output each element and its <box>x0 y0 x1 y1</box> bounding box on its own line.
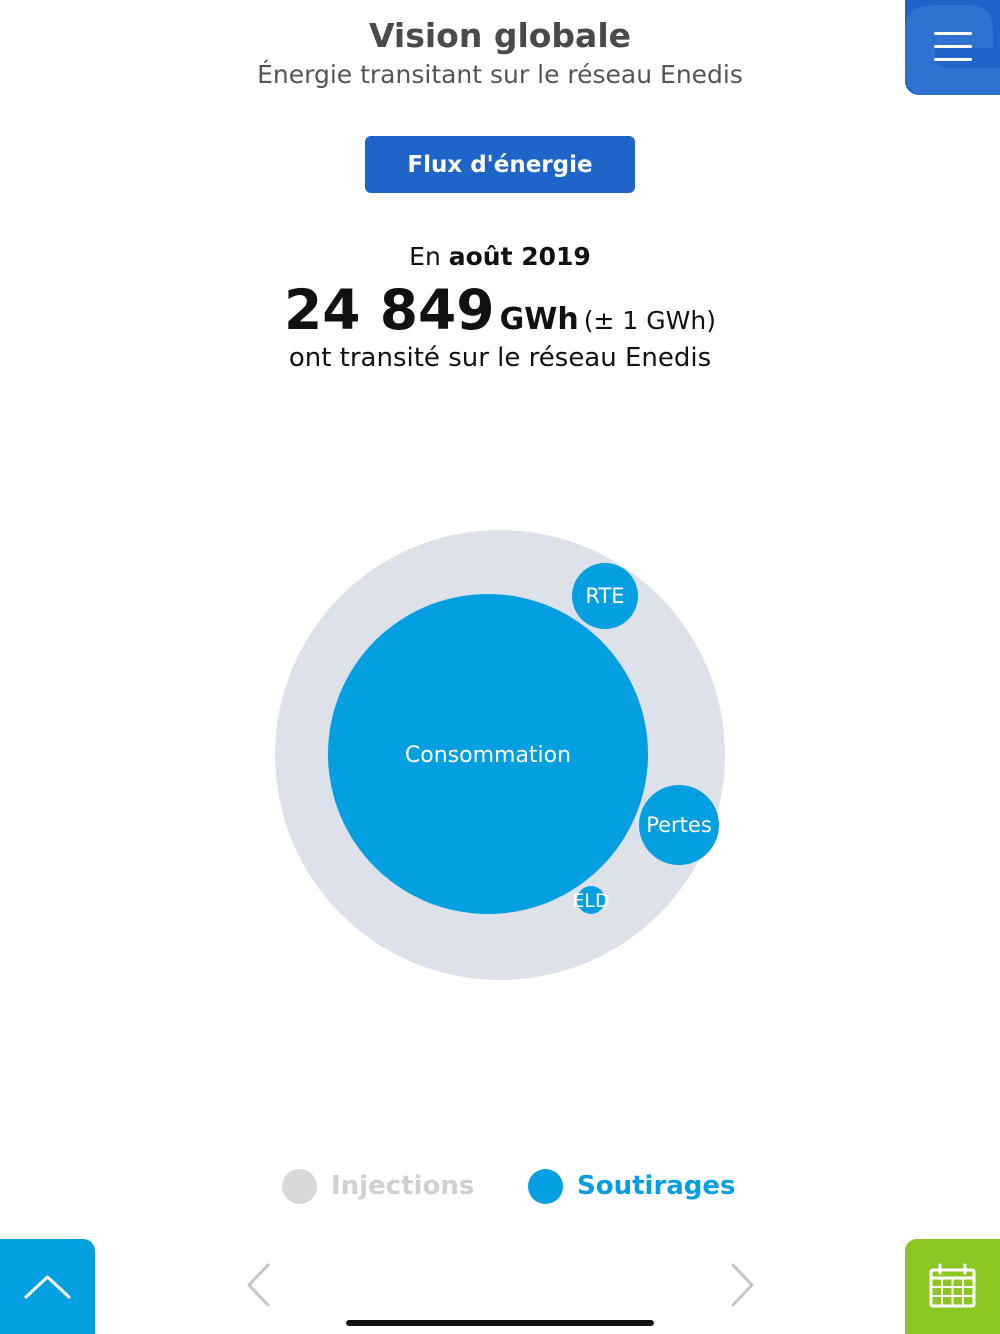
page-subtitle: Énergie transitant sur le réseau Enedis <box>257 60 743 89</box>
energy-total: 24 849 GWh (± 1 GWh) <box>0 278 1000 342</box>
legend-soutirages[interactable]: Soutirages <box>528 1166 736 1206</box>
enedis-logo-icon <box>905 5 1000 95</box>
bubble-label-pertes: Pertes <box>646 813 712 837</box>
menu-button[interactable] <box>905 0 1000 95</box>
home-indicator[interactable] <box>346 1320 654 1326</box>
legend-dot-injections <box>282 1168 317 1204</box>
page-title: Vision globale <box>368 16 632 55</box>
hamburger-menu-icon <box>934 32 972 61</box>
scroll-up-button[interactable] <box>0 1239 95 1334</box>
transit-description: ont transité sur le réseau Enedis <box>288 343 712 373</box>
chevron-left-icon[interactable] <box>244 1262 274 1308</box>
calendar-button[interactable] <box>905 1239 1000 1334</box>
energy-unit: GWh <box>499 302 579 337</box>
bubble-label-eld: ELD <box>572 890 609 912</box>
legend-dot-soutirages <box>528 1168 563 1204</box>
bubble-rte[interactable] <box>572 563 638 629</box>
chevron-up-icon <box>24 1275 71 1299</box>
legend-injections[interactable]: Injections <box>282 1166 474 1206</box>
energy-value: 24 849 <box>284 278 495 342</box>
legend-label-injections: Injections <box>331 1171 475 1201</box>
period-value: août 2019 <box>448 242 591 271</box>
bubble-pertes[interactable] <box>639 785 719 865</box>
bubble-eld[interactable] <box>577 886 605 914</box>
energy-margin: (± 1 GWh) <box>583 306 716 335</box>
bubble-consommation[interactable] <box>328 594 648 914</box>
bubble-label-rte: RTE <box>585 584 624 608</box>
chevron-right-icon[interactable] <box>727 1262 757 1308</box>
bubble-label-consommation: Consommation <box>405 743 571 768</box>
calendar-icon <box>929 1263 976 1308</box>
legend-label-soutirages: Soutirages <box>577 1171 736 1201</box>
period-line: En août 2019 <box>0 242 1000 271</box>
bubble-chart: Consommation RTE Pertes ELD <box>275 530 725 980</box>
flux-energie-button[interactable]: Flux d'énergie <box>365 136 635 193</box>
period-prefix: En <box>409 242 441 271</box>
